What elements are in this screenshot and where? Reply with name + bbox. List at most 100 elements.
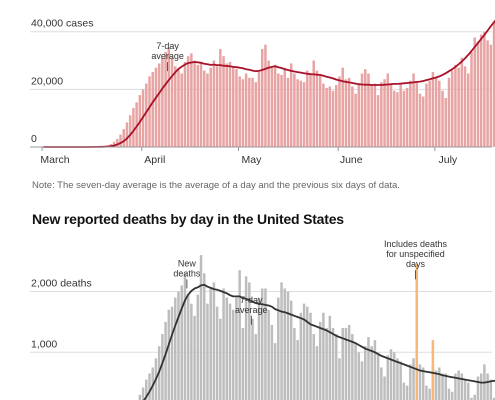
bar <box>344 79 348 147</box>
bar <box>457 67 460 147</box>
bar <box>260 288 264 400</box>
bar <box>151 72 154 147</box>
bar <box>315 70 319 147</box>
annotation-text: average <box>151 51 184 61</box>
bar <box>318 74 322 147</box>
x-tick-label: March <box>40 154 69 166</box>
bar <box>116 138 119 147</box>
bar <box>180 285 183 400</box>
x-tick-label: June <box>340 154 363 166</box>
bar <box>467 382 470 400</box>
average-line <box>43 19 495 148</box>
bar <box>280 282 283 400</box>
annotation-text: Includes deaths <box>384 239 448 249</box>
bar <box>125 122 129 147</box>
bar <box>409 364 412 400</box>
bar <box>312 60 315 147</box>
bar <box>251 318 254 400</box>
bar <box>193 315 196 400</box>
bar <box>219 318 222 400</box>
bar <box>335 85 338 147</box>
bar <box>141 387 145 400</box>
bar <box>280 74 283 147</box>
bar <box>119 134 122 147</box>
bar <box>177 69 180 147</box>
bar <box>199 255 203 400</box>
bar <box>328 315 332 400</box>
bar <box>206 73 209 147</box>
bar <box>254 82 258 147</box>
bar <box>264 288 267 400</box>
annotation-text: New <box>178 258 197 268</box>
bar <box>354 93 357 147</box>
bar <box>402 90 406 147</box>
bar <box>225 297 229 400</box>
bar <box>251 77 254 147</box>
bar <box>441 373 444 400</box>
bar <box>441 90 444 147</box>
bar <box>302 82 306 147</box>
bar <box>392 90 396 147</box>
bar <box>167 309 171 400</box>
bar <box>164 51 167 147</box>
annotation-text: deaths <box>173 268 201 278</box>
bar <box>415 82 419 147</box>
bar <box>360 73 364 147</box>
y-tick-label: 40,000 cases <box>31 18 93 30</box>
bar <box>244 276 248 400</box>
x-tick-label: April <box>144 154 165 166</box>
average-line <box>143 283 495 400</box>
bar <box>228 303 232 400</box>
bar <box>264 44 267 148</box>
bar <box>454 373 457 400</box>
bar <box>463 66 467 147</box>
bar <box>492 21 495 148</box>
bar <box>270 67 274 147</box>
bar <box>383 79 386 147</box>
bar <box>467 73 470 147</box>
bar <box>476 376 480 400</box>
bar <box>425 83 428 147</box>
bar <box>479 373 483 400</box>
bar <box>351 334 354 400</box>
y-tick-label: 0 <box>31 133 37 145</box>
bar <box>351 86 354 147</box>
bar <box>122 129 125 147</box>
bar <box>483 31 486 147</box>
bar <box>457 370 460 400</box>
bar <box>225 63 229 147</box>
bar <box>289 300 293 400</box>
bar <box>186 56 190 147</box>
bar <box>299 312 303 400</box>
bar <box>434 77 438 147</box>
bar <box>145 83 148 147</box>
bar <box>463 379 467 400</box>
bar <box>302 303 306 400</box>
bar <box>209 288 212 400</box>
bar <box>383 376 386 400</box>
bar <box>367 73 370 147</box>
bar <box>473 37 476 147</box>
bar <box>438 80 441 147</box>
bar <box>174 66 177 147</box>
bar <box>180 73 183 147</box>
bar <box>193 60 196 147</box>
bar <box>306 70 309 147</box>
bar <box>161 334 164 400</box>
bar <box>177 291 180 400</box>
bar <box>283 288 286 400</box>
bar <box>238 270 241 400</box>
bar <box>347 324 351 400</box>
bar <box>277 297 280 400</box>
bar <box>357 83 361 147</box>
bar <box>364 69 367 147</box>
bar <box>412 358 415 400</box>
bar <box>183 273 187 400</box>
bar <box>167 47 171 147</box>
bar <box>199 63 203 147</box>
bar <box>183 61 187 147</box>
bar <box>418 364 422 400</box>
